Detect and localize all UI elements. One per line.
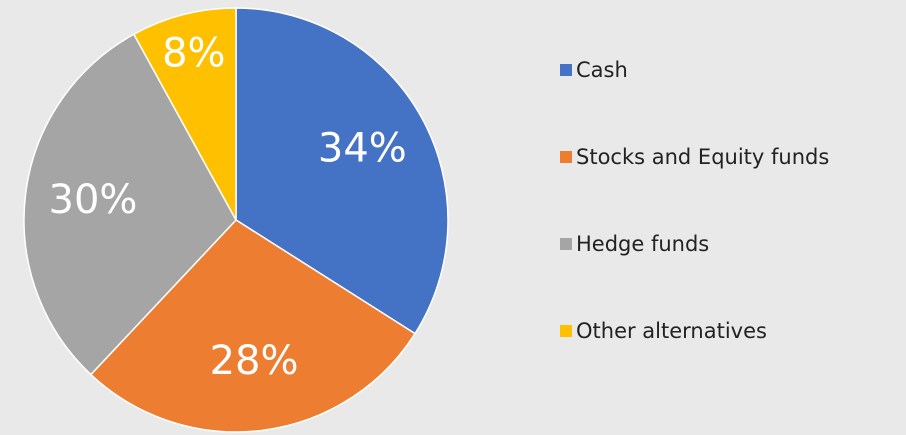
value-label: 8% [162, 31, 225, 77]
pie-slice [132, 7, 237, 221]
value-label: 30% [49, 177, 138, 223]
pie-slice [23, 33, 237, 376]
legend-label: Other alternatives [576, 319, 767, 343]
value-label: 34% [318, 126, 407, 172]
pie-slice [235, 7, 449, 335]
legend-swatch [560, 238, 572, 250]
legend-label: Stocks and Equity funds [576, 145, 829, 169]
legend-swatch [560, 325, 572, 337]
legend-swatch [560, 64, 572, 76]
legend-label: Hedge funds [576, 232, 709, 256]
pie-slice [89, 219, 417, 433]
value-label: 28% [210, 338, 299, 384]
legend-swatch [560, 151, 572, 163]
legend-label: Cash [576, 58, 628, 82]
